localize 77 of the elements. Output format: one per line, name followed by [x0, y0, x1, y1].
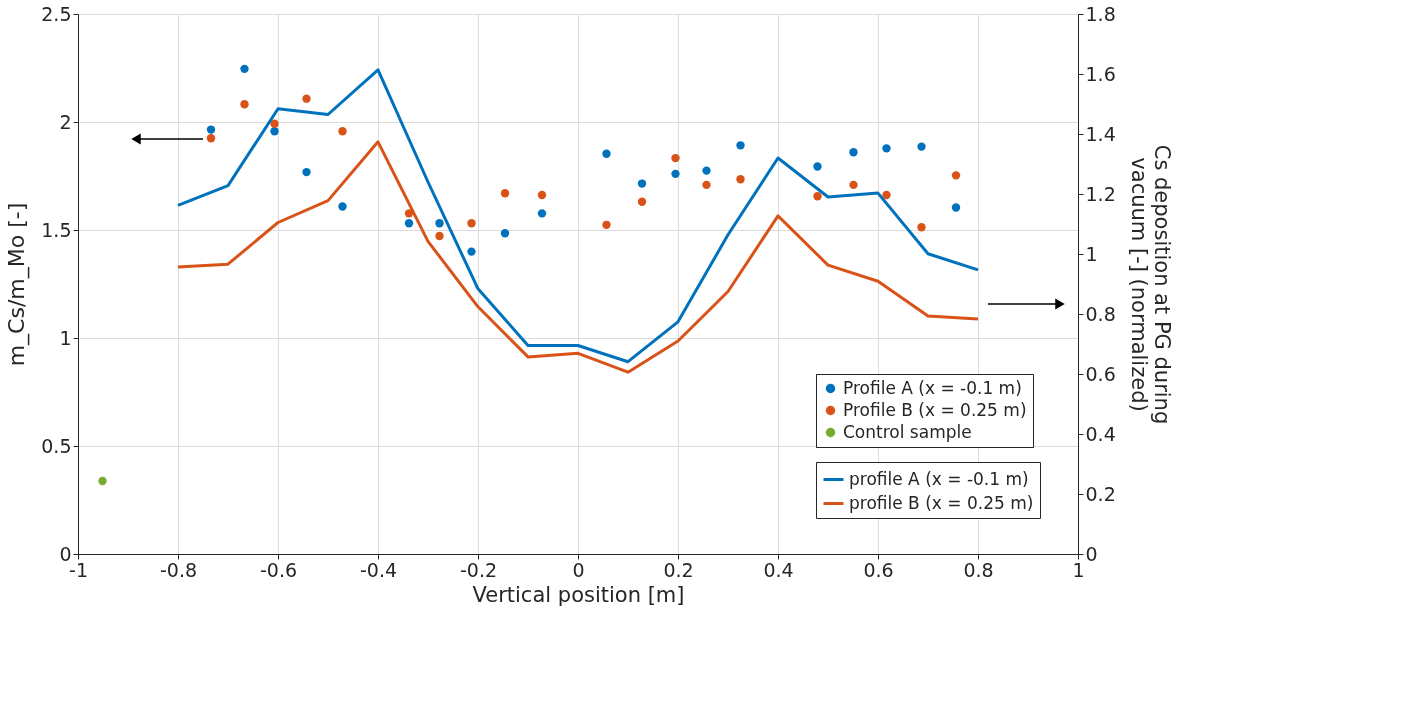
- y-tick-label: 2: [59, 110, 72, 133]
- point: [602, 149, 611, 158]
- x-tick-label: 0.6: [863, 558, 894, 581]
- point: [338, 127, 347, 136]
- y2-tick-label: 1.8: [1085, 2, 1116, 25]
- y2-tick-label: 1.4: [1085, 122, 1116, 145]
- x-tick-label: -0.4: [359, 558, 398, 581]
- point: [240, 64, 249, 74]
- point: [467, 219, 476, 228]
- y2-tick-label: 1: [1085, 242, 1098, 265]
- point: [302, 167, 311, 177]
- y-tick-label: 0.5: [41, 434, 72, 457]
- x-tick-label: 1: [1072, 558, 1085, 581]
- point: [338, 202, 347, 211]
- legend-label: Profile A (x = -0.1 m): [843, 377, 1022, 398]
- line-series: [176, 68, 980, 364]
- legend-label: Profile B (x = 0.25 m): [843, 399, 1027, 420]
- y-tick-label: 1: [59, 326, 72, 349]
- y2-tick-label: 0: [1085, 542, 1098, 565]
- point: [951, 171, 961, 180]
- point: [702, 180, 711, 190]
- y2-tick-label: 0.8: [1085, 302, 1116, 325]
- point: [270, 127, 279, 136]
- point: [882, 190, 891, 200]
- point: [302, 94, 311, 103]
- point: [467, 247, 476, 256]
- legend-label: profile A (x = -0.1 m): [849, 468, 1029, 489]
- y2-axis-title: Cs deposition at PG during vacuum [-] (normalized): [1126, 144, 1174, 425]
- point: [270, 119, 279, 128]
- point: [637, 197, 647, 206]
- y2-tick-label: 0.6: [1085, 362, 1116, 385]
- point: [637, 179, 647, 188]
- point: [537, 209, 547, 218]
- x-tick-label: 0: [572, 558, 585, 581]
- point: [882, 144, 891, 153]
- point: [917, 223, 926, 232]
- point: [206, 134, 216, 143]
- point: [951, 203, 961, 212]
- point: [98, 476, 107, 486]
- x-tick-label: 0.2: [663, 558, 694, 581]
- point: [736, 175, 745, 184]
- y-tick-label: 2.5: [41, 2, 72, 25]
- point: [500, 229, 510, 238]
- y2-tick-label: 0.2: [1085, 482, 1116, 505]
- point: [736, 141, 745, 150]
- point: [671, 169, 680, 179]
- y-tick-label: 0: [59, 542, 72, 565]
- point: [671, 153, 680, 163]
- point: [206, 125, 216, 134]
- point: [849, 148, 858, 157]
- legend-label: Control sample: [843, 421, 972, 442]
- point: [537, 190, 547, 200]
- x-tick-label: -0.6: [259, 558, 298, 581]
- y2-tick-label: 1.2: [1085, 182, 1116, 205]
- y2-tick-label: 0.4: [1085, 422, 1116, 445]
- point: [435, 231, 444, 241]
- line-series: [176, 140, 980, 374]
- point: [917, 142, 926, 151]
- point: [813, 192, 822, 201]
- x-tick-label: -1: [69, 558, 88, 581]
- point: [849, 180, 858, 190]
- x-tick-label: 0.8: [963, 558, 994, 581]
- y-tick-label: 1.5: [41, 218, 72, 241]
- x-tick-label: 0.4: [763, 558, 794, 581]
- x-tick-label: -0.8: [159, 558, 198, 581]
- point: [813, 162, 822, 171]
- legend-label: profile B (x = 0.25 m): [849, 492, 1034, 513]
- x-tick-label: -0.2: [459, 558, 498, 581]
- point: [602, 220, 611, 229]
- y2-tick-label: 1.6: [1085, 62, 1116, 85]
- point: [435, 219, 444, 228]
- x-axis-title: Vertical position [m]: [472, 582, 685, 607]
- point: [404, 219, 414, 228]
- y-axis-title: m_Cs/m_Mo [-]: [4, 202, 31, 367]
- point: [702, 166, 711, 175]
- point: [500, 189, 510, 198]
- point: [240, 100, 249, 109]
